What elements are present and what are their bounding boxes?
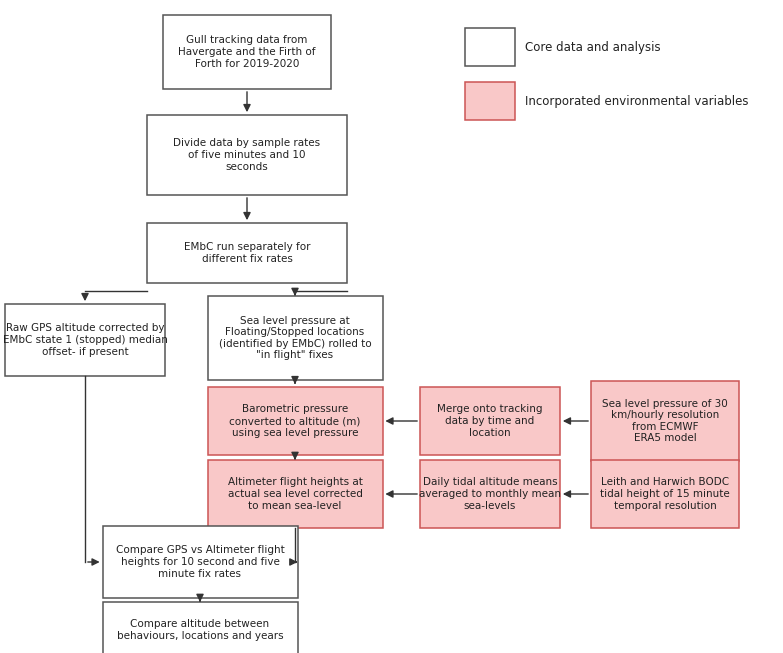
Text: Compare altitude between
behaviours, locations and years: Compare altitude between behaviours, loc… [117, 619, 283, 641]
Text: Gull tracking data from
Havergate and the Firth of
Forth for 2019-2020: Gull tracking data from Havergate and th… [179, 35, 316, 69]
Bar [465, 28, 515, 66]
Text: Sea level pressure of 30
km/hourly resolution
from ECMWF
ERA5 model: Sea level pressure of 30 km/hourly resol… [602, 398, 728, 443]
Text: Daily tidal altitude means
averaged to monthly mean
sea-levels: Daily tidal altitude means averaged to m… [419, 477, 561, 511]
Text: Core data and analysis: Core data and analysis [525, 40, 661, 54]
Bar [207, 460, 383, 528]
Bar [147, 223, 347, 283]
Text: Sea level pressure at
Floating/Stopped locations
(identified by EMbC) rolled to
: Sea level pressure at Floating/Stopped l… [218, 315, 371, 360]
Bar [465, 82, 515, 120]
Bar [591, 460, 739, 528]
Bar [147, 115, 347, 195]
Bar [420, 387, 560, 455]
Bar [420, 460, 560, 528]
Bar [103, 526, 298, 598]
Text: Leith and Harwich BODC
tidal height of 15 minute
temporal resolution: Leith and Harwich BODC tidal height of 1… [600, 477, 730, 511]
Bar [163, 15, 331, 89]
Text: EMbC run separately for
different fix rates: EMbC run separately for different fix ra… [184, 242, 310, 264]
Text: Incorporated environmental variables: Incorporated environmental variables [525, 95, 749, 108]
Text: Barometric pressure
converted to altitude (m)
using sea level pressure: Barometric pressure converted to altitud… [229, 404, 361, 438]
Bar [207, 296, 383, 380]
Text: Compare GPS vs Altimeter flight
heights for 10 second and five
minute fix rates: Compare GPS vs Altimeter flight heights … [116, 545, 284, 579]
Text: Divide data by sample rates
of five minutes and 10
seconds: Divide data by sample rates of five minu… [174, 138, 320, 172]
Bar [5, 304, 165, 376]
Bar [103, 602, 298, 653]
Bar [207, 387, 383, 455]
Text: Merge onto tracking
data by time and
location: Merge onto tracking data by time and loc… [437, 404, 543, 438]
Text: Altimeter flight heights at
actual sea level corrected
to mean sea-level: Altimeter flight heights at actual sea l… [228, 477, 363, 511]
Bar [591, 381, 739, 461]
Text: Raw GPS altitude corrected by
EMbC state 1 (stopped) median
offset- if present: Raw GPS altitude corrected by EMbC state… [2, 323, 168, 357]
